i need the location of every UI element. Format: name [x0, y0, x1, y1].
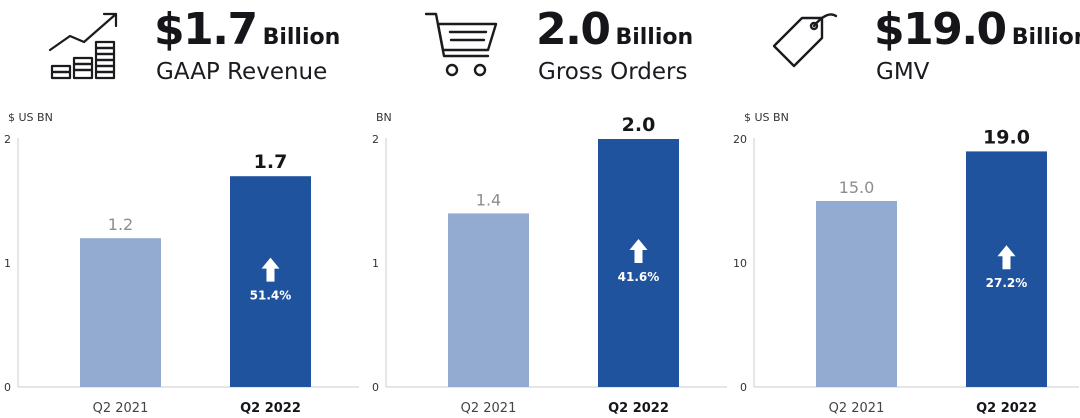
y-tick-label: 20 [733, 133, 747, 146]
axis-unit-label: $ US BN [744, 111, 789, 124]
kpi-label: GMV [876, 59, 930, 85]
growth-label: 27.2% [986, 276, 1028, 290]
category-label: Q2 2022 [240, 401, 301, 416]
bar-chart-svg: $ US BN 0 1 2 1.2 Q2 2021 1.7 Q2 2022 51.4% [4, 111, 359, 416]
growth-label: 41.6% [618, 270, 660, 284]
axis-unit-label: $ US BN [8, 111, 53, 124]
up-arrow-icon [997, 245, 1016, 270]
panel-gross-orders: 2.0 Billion Gross Orders BN 0 1 2 1.4 Q2 2021 2… [368, 0, 728, 418]
bar-chart: $ US BN 0 1 2 1.2 Q2 2021 1.7 Q2 2022 51.4% [0, 108, 360, 418]
growth-label: 51.4% [250, 289, 292, 303]
data-label: 1.2 [108, 215, 133, 234]
up-arrow-icon [629, 239, 648, 263]
category-label: Q2 2021 [829, 401, 885, 416]
price-tag-icon [770, 8, 840, 78]
kpi-label: GAAP Revenue [156, 59, 328, 85]
category-label: Q2 2022 [608, 401, 669, 416]
kpi-label: Gross Orders [538, 59, 688, 85]
kpi-value: $1.7 Billion [154, 2, 340, 66]
y-tick-label: 0 [4, 381, 11, 394]
kpi-unit: Billion [1011, 25, 1080, 50]
axis-unit-label: BN [376, 111, 392, 124]
bar [80, 238, 161, 387]
category-label: Q2 2021 [93, 401, 149, 416]
kpi-unit: Billion [615, 25, 694, 50]
category-label: Q2 2021 [461, 401, 517, 416]
bar-chart: BN 0 1 2 1.4 Q2 2021 2.0 Q2 2022 41.6% [368, 108, 728, 418]
kpi-number: 2.0 [536, 4, 611, 55]
kpi-number: $19.0 [874, 4, 1007, 55]
panel-gaap-revenue: $1.7 Billion GAAP Revenue $ US BN 0 1 2 1.2 Q2… [0, 0, 360, 418]
data-label: 1.4 [476, 190, 501, 209]
bar [448, 213, 529, 387]
y-tick-label: 0 [740, 381, 747, 394]
bar-chart-svg: BN 0 1 2 1.4 Q2 2021 2.0 Q2 2022 41.6% [372, 111, 727, 416]
bar-chart: $ US BN 0 10 20 15.0 Q2 2021 19.0 Q2 2022 27.2% [733, 108, 1080, 418]
kpi-unit: Billion [262, 25, 341, 50]
y-tick-label: 10 [733, 257, 747, 270]
shopping-cart-icon [424, 12, 500, 80]
bar-chart-svg: $ US BN 0 10 20 15.0 Q2 2021 19.0 Q2 2022 27.2% [733, 111, 1079, 416]
kpi-value: 2.0 Billion [536, 2, 693, 66]
y-tick-label: 1 [372, 257, 379, 270]
data-label: 15.0 [839, 178, 875, 197]
y-tick-label: 2 [4, 133, 11, 146]
y-tick-label: 2 [372, 133, 379, 146]
data-label: 1.7 [254, 151, 288, 173]
bar [816, 201, 897, 387]
growth-chart-icon [46, 10, 126, 82]
data-label: 19.0 [983, 126, 1030, 148]
kpi-number: $1.7 [154, 4, 258, 55]
y-tick-label: 1 [4, 257, 11, 270]
y-tick-label: 0 [372, 381, 379, 394]
data-label: 2.0 [622, 114, 656, 136]
bar [966, 151, 1047, 387]
up-arrow-icon [261, 257, 280, 282]
category-label: Q2 2022 [976, 401, 1037, 416]
